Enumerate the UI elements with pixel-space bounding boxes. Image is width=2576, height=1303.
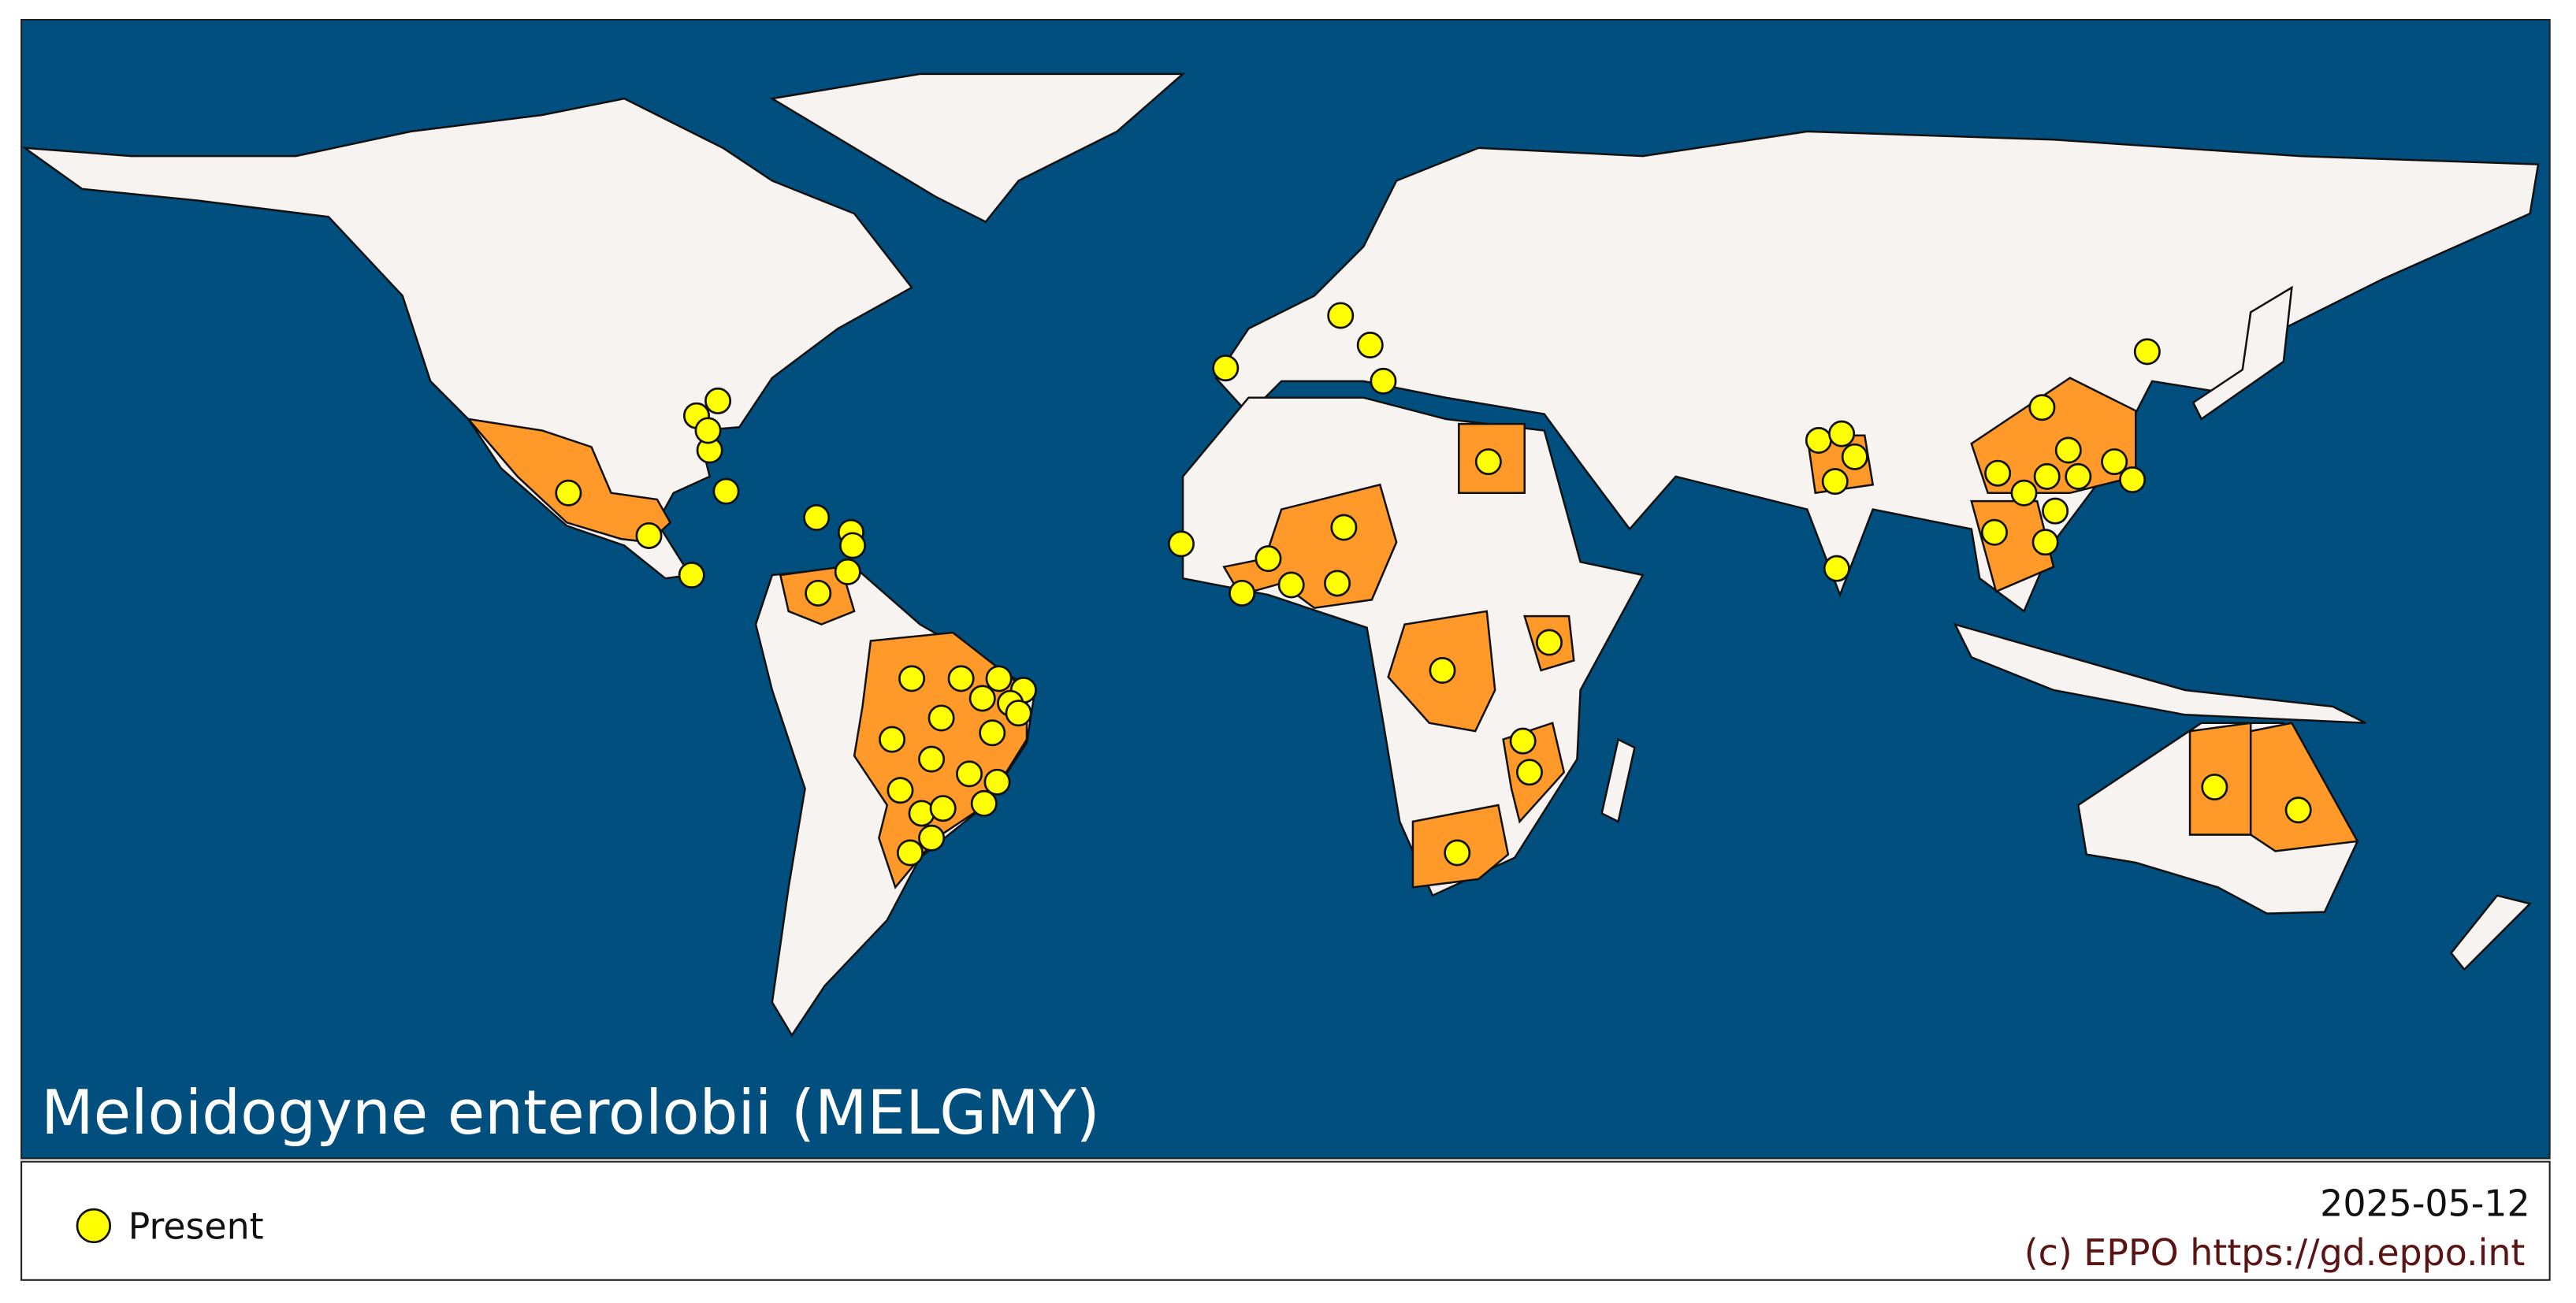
presence-dot [929,795,957,822]
presence-dot [1370,367,1397,395]
presence-dot [1535,629,1563,656]
map-credit: (c) EPPO https://gd.eppo.int [2024,1231,2526,1274]
presence-dot [805,579,832,607]
presence-dot [678,562,705,589]
presence-dot [927,704,955,732]
presence-dot [694,417,722,444]
presence-dot [879,726,906,753]
indonesia [1953,622,2366,724]
presence-dot [1005,700,1032,727]
presence-dot [1841,443,1868,470]
presence-dot [2284,796,2312,824]
presence-dot [1212,355,1240,382]
queensland [2249,722,2359,852]
presence-dot [1805,426,1832,454]
presence-dot [2101,448,2128,476]
legend-label: Present [128,1205,264,1248]
legend-symbol [76,1208,112,1244]
new-zealand [2449,894,2533,971]
presence-dots [555,302,2312,867]
presence-dot [555,479,582,507]
presence-dot [1229,579,1256,607]
presence-dot [712,477,740,505]
presence-dot [1980,518,2008,546]
greenland [769,72,1186,224]
presence-dot [1330,514,1358,541]
presence-dot [834,558,861,585]
presence-dot [2133,338,2161,366]
presence-dot [2028,394,2056,421]
presence-dot [1255,545,1282,573]
presence-dot [839,532,867,559]
map-title: Meloidogyne enterolobii (MELGMY) [41,1078,1100,1149]
presence-dot [2033,462,2061,490]
presence-dot [2065,462,2092,490]
madagascar [1600,737,1636,823]
north-america [20,97,913,580]
presence-dot [1821,468,1849,496]
presence-dot [918,824,946,852]
presence-dot [1823,555,1850,582]
presence-dot [1167,530,1195,558]
presence-dot [887,777,914,804]
presence-dot [979,719,1006,747]
presence-dot [1324,570,1351,597]
presence-dot [1356,332,1384,359]
presence-dot [898,665,926,692]
presence-dot [1828,420,1856,447]
presence-dot [918,745,946,773]
presence-dot [970,789,998,817]
presence-dot [803,504,831,532]
presence-dot [2010,479,2038,507]
presence-dot [1515,759,1543,786]
presence-dot [956,760,983,788]
presence-dot [985,665,1013,692]
presence-dot [1444,839,1471,867]
presence-dot [968,685,996,712]
presence-dot [1984,459,2012,487]
presence-dot [1509,727,1537,755]
presence-dot [1429,656,1456,684]
presence-dot [896,839,924,867]
japan [2191,285,2293,421]
eurasia [1214,130,2540,613]
presence-dot [2201,774,2228,801]
presence-dot [1327,302,1355,329]
presence-dot [2031,529,2059,556]
presence-dot [2119,466,2147,494]
presence-dot [704,387,732,414]
map-date: 2025-05-12 [2320,1182,2530,1224]
presence-dot [983,768,1011,796]
presence-dot [635,522,663,549]
presence-dot [1277,571,1305,599]
presence-dot [1474,448,1502,476]
presence-dot [947,665,975,692]
presence-dot [2042,497,2069,525]
presence-dot [2054,436,2082,464]
legend-box [20,1160,2551,1281]
